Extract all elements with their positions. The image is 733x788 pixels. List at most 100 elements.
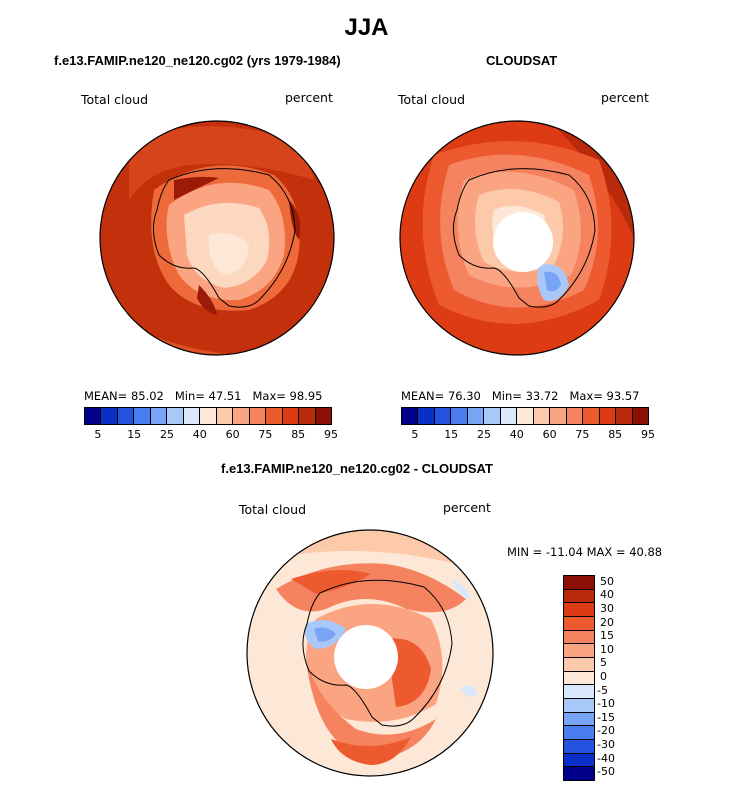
left-polar-map — [99, 120, 335, 356]
left-colorbar-swatch — [149, 408, 167, 424]
left-colorbar-tick-label: 5 — [94, 428, 102, 441]
right-colorbar-swatch — [598, 408, 616, 424]
left-units-label: percent — [285, 90, 333, 105]
diff-colorbar-swatch — [564, 657, 594, 671]
left-colorbar-swatch — [166, 408, 183, 424]
diff-minmax: MIN = -11.04 MAX = 40.88 — [507, 545, 663, 559]
left-max-value: 98.95 — [289, 389, 323, 403]
diff-colorbar-tick-label: -50 — [597, 765, 615, 779]
right-max-label: Max= — [569, 389, 603, 403]
left-colorbar-swatch — [232, 408, 249, 424]
left-colorbar — [84, 407, 332, 425]
left-panel-subtitle: f.e13.FAMIP.ne120_ne120.cg02 (yrs 1979-1… — [54, 53, 341, 68]
right-min-value: 33.72 — [525, 389, 559, 403]
right-polar-map — [399, 120, 635, 356]
diff-colorbar-tick-label: 20 — [600, 615, 614, 629]
left-colorbar-swatch — [265, 408, 282, 424]
left-colorbar-tick-label: 60 — [225, 428, 240, 441]
right-colorbar-swatch — [402, 408, 418, 424]
right-colorbar-swatch — [631, 408, 649, 424]
left-colorbar-swatch — [314, 408, 332, 424]
diff-colorbar-tick-label: -20 — [597, 724, 615, 738]
diff-colorbar-tick-label: 50 — [600, 574, 614, 588]
diff-colorbar-swatch — [564, 629, 594, 644]
diff-colorbar-tick-label: -15 — [597, 710, 615, 724]
right-units-label: percent — [601, 90, 649, 105]
left-colorbar-swatch — [116, 408, 134, 424]
diff-panel-subtitle: f.e13.FAMIP.ne120_ne120.cg02 - CLOUDSAT — [221, 461, 493, 476]
left-colorbar-swatch — [133, 408, 150, 424]
right-colorbar-swatch — [582, 408, 599, 424]
diff-colorbar-swatch — [564, 602, 594, 617]
diff-colorbar-swatch — [564, 698, 594, 712]
right-variable-label: Total cloud — [398, 92, 466, 107]
diff-colorbar-swatch — [564, 752, 594, 767]
right-panel-subtitle: CLOUDSAT — [486, 53, 558, 68]
right-stats: MEAN= 76.30 Min= 33.72 Max= 93.57 — [401, 389, 639, 403]
right-colorbar-tick-label: 40 — [509, 428, 524, 441]
left-stats: MEAN= 85.02 Min= 47.51 Max= 98.95 — [84, 389, 322, 403]
right-colorbar-tick-label: 60 — [542, 428, 557, 441]
diff-colorbar-tick-label: 5 — [600, 656, 607, 670]
right-max-value: 93.57 — [606, 389, 640, 403]
right-colorbar-tick-label: 15 — [444, 428, 459, 441]
left-colorbar-swatch — [199, 408, 216, 424]
diff-colorbar-tick-label: 15 — [600, 629, 614, 643]
right-colorbar-swatch — [499, 408, 517, 424]
diff-variable-label: Total cloud — [239, 502, 307, 517]
right-colorbar-swatch — [516, 408, 533, 424]
left-colorbar-swatch — [85, 408, 101, 424]
diff-units-label: percent — [443, 500, 491, 515]
left-mean-label: MEAN= — [84, 389, 128, 403]
left-colorbar-swatch — [248, 408, 266, 424]
left-colorbar-tick-label: 15 — [127, 428, 142, 441]
left-colorbar-tick-label: 95 — [324, 428, 338, 441]
right-colorbar-tick-label: 5 — [411, 428, 419, 441]
diff-colorbar — [563, 575, 595, 781]
left-colorbar-swatch — [215, 408, 233, 424]
left-min-value: 47.51 — [208, 389, 242, 403]
diff-colorbar-tick-label: -40 — [597, 751, 615, 765]
diff-polar-map — [246, 529, 494, 777]
right-colorbar-swatch — [532, 408, 550, 424]
left-colorbar-swatch — [100, 408, 117, 424]
right-mean-label: MEAN= — [401, 389, 445, 403]
left-colorbar-tick-label: 85 — [291, 428, 306, 441]
right-colorbar-swatch — [483, 408, 500, 424]
diff-colorbar-tick-label: 30 — [600, 602, 614, 615]
left-colorbar-swatch — [281, 408, 299, 424]
right-colorbar-swatch — [450, 408, 467, 424]
left-max-label: Max= — [252, 389, 286, 403]
diff-colorbar-tick-label: 40 — [600, 588, 614, 602]
diff-colorbar-tick-label: -10 — [597, 697, 615, 711]
right-colorbar — [401, 407, 649, 425]
left-min-label: Min= — [174, 389, 205, 403]
left-variable-label: Total cloud — [81, 92, 149, 107]
right-colorbar-tick-label: 25 — [477, 428, 491, 441]
diff-colorbar-swatch — [564, 711, 594, 726]
diff-colorbar-ticks: 50 40 30 20 15 10 5 0 -5 -10 -15 -20 -30 -40 -50 — [597, 575, 657, 779]
right-colorbar-swatch — [466, 408, 484, 424]
diff-colorbar-tick-label: 10 — [600, 642, 614, 656]
diff-colorbar-swatch — [564, 684, 594, 699]
diff-colorbar-tick-label: -30 — [597, 738, 615, 751]
diff-colorbar-swatch — [564, 616, 594, 630]
left-colorbar-swatch — [182, 408, 200, 424]
diff-colorbar-swatch — [564, 643, 594, 658]
diff-colorbar-swatch — [564, 670, 594, 685]
left-colorbar-tick-label: 75 — [258, 428, 273, 441]
right-colorbar-tick-label: 75 — [575, 428, 590, 441]
diff-colorbar-swatch — [564, 588, 594, 603]
left-mean-value: 85.02 — [130, 389, 164, 403]
diff-colorbar-swatch — [564, 766, 594, 781]
right-colorbar-swatch — [615, 408, 632, 424]
right-mean-value: 76.30 — [447, 389, 481, 403]
right-colorbar-swatch — [549, 408, 566, 424]
diff-colorbar-swatch — [564, 725, 594, 740]
right-colorbar-ticks: 5 15 25 40 60 75 85 95 — [401, 428, 655, 442]
right-min-label: Min= — [491, 389, 522, 403]
left-colorbar-ticks: 5 15 25 40 60 75 85 95 — [84, 428, 338, 442]
left-colorbar-tick-label: 40 — [192, 428, 207, 441]
right-colorbar-swatch — [417, 408, 434, 424]
figure-title: JJA — [344, 14, 389, 41]
